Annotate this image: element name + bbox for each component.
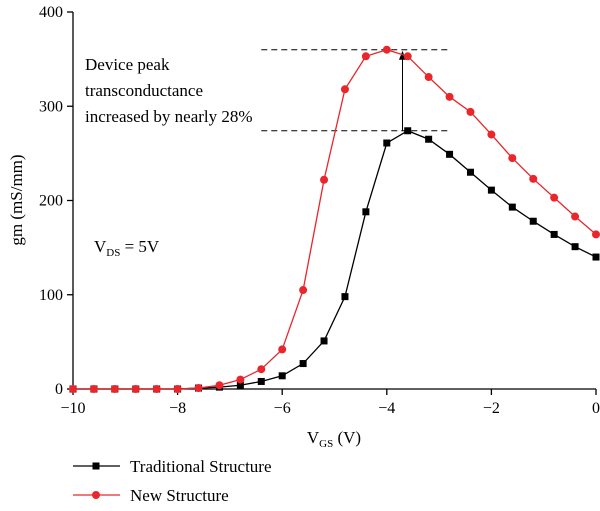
data-point-new [152, 385, 161, 393]
x-axis-title-unit: (V) [333, 428, 361, 447]
data-point-new [215, 381, 224, 390]
data-point-traditional [508, 203, 516, 211]
data-point-new [173, 385, 182, 393]
data-point-traditional [236, 381, 244, 389]
y-tick-label: 100 [39, 287, 63, 304]
y-tick-label: 0 [55, 381, 63, 398]
data-point-new [131, 385, 140, 393]
data-point-new [529, 174, 538, 183]
data-point-new [592, 230, 600, 239]
data-point-new [89, 385, 98, 393]
annotation-line-3: increased by nearly 28% [85, 107, 253, 126]
data-point-new [340, 85, 349, 94]
legend: Traditional Structure New Structure [73, 457, 272, 505]
series-line-traditional [73, 130, 597, 390]
data-point-traditional [550, 230, 558, 238]
data-point-new [236, 375, 245, 384]
condition-label-suffix: = 5V [120, 237, 160, 256]
x-tick-label: −2 [483, 400, 500, 417]
x-ticks: −10 −8 −6 −4 −2 0 [60, 389, 600, 417]
x-axis-title-sub: GS [319, 438, 333, 450]
data-point-new [550, 193, 559, 202]
data-point-traditional [404, 127, 412, 135]
legend-label-traditional: Traditional Structure [130, 457, 272, 476]
legend-label-new: New Structure [130, 486, 229, 505]
condition-label: VDS = 5V [94, 237, 160, 259]
condition-label-prefix: V [94, 237, 107, 256]
data-point-traditional [592, 253, 600, 261]
data-point-traditional [278, 372, 286, 380]
annotation-line-2: transconductance [85, 81, 203, 100]
data-point-traditional [257, 377, 265, 385]
y-tick-label: 400 [39, 4, 63, 21]
y-tick-label: 300 [39, 98, 63, 115]
x-tick-label: −10 [60, 400, 85, 417]
legend-marker-traditional [92, 462, 100, 470]
data-point-traditional [341, 293, 349, 301]
data-point-new [257, 365, 266, 374]
data-point-traditional [362, 208, 370, 216]
legend-item-new: New Structure [73, 486, 229, 505]
data-point-traditional [425, 135, 433, 143]
annotation-line-1: Device peak [85, 55, 170, 74]
condition-label-sub: DS [106, 247, 120, 259]
x-tick-label: −4 [378, 400, 395, 417]
data-point-new [466, 107, 475, 116]
data-point-new [361, 52, 370, 61]
x-tick-label: −6 [274, 400, 291, 417]
data-point-new [110, 385, 119, 393]
data-point-new [382, 45, 391, 54]
annotation: Device peak transconductance increased b… [85, 49, 450, 132]
data-point-new [508, 154, 517, 163]
data-point-new [403, 52, 412, 61]
y-axis-title: gm (mS/mm) [7, 154, 26, 245]
data-point-new [69, 385, 77, 393]
data-point-new [487, 130, 496, 139]
data-point-traditional [466, 168, 474, 176]
data-point-traditional [320, 337, 328, 345]
data-point-new [320, 175, 329, 184]
data-point-new [445, 92, 454, 101]
legend-item-traditional: Traditional Structure [73, 457, 272, 476]
y-ticks: 0 100 200 300 400 [39, 4, 73, 398]
x-tick-label: 0 [592, 400, 600, 417]
data-point-new [571, 212, 580, 221]
data-point-new [299, 286, 308, 295]
data-point-new [194, 384, 203, 393]
x-axis-title: VGS (V) [307, 428, 361, 450]
data-point-traditional [446, 150, 454, 158]
x-axis-title-main: V [307, 428, 320, 447]
x-tick-label: −8 [169, 400, 186, 417]
data-point-traditional [299, 360, 307, 368]
data-point-new [278, 345, 287, 354]
data-point-traditional [487, 186, 495, 194]
data-point-traditional [383, 139, 391, 147]
legend-marker-new [92, 491, 100, 499]
data-point-traditional [571, 243, 579, 251]
data-point-traditional [529, 217, 537, 225]
series-layer [69, 45, 600, 393]
y-tick-label: 200 [39, 193, 63, 210]
series-line-new [73, 49, 597, 390]
data-point-new [424, 73, 433, 82]
